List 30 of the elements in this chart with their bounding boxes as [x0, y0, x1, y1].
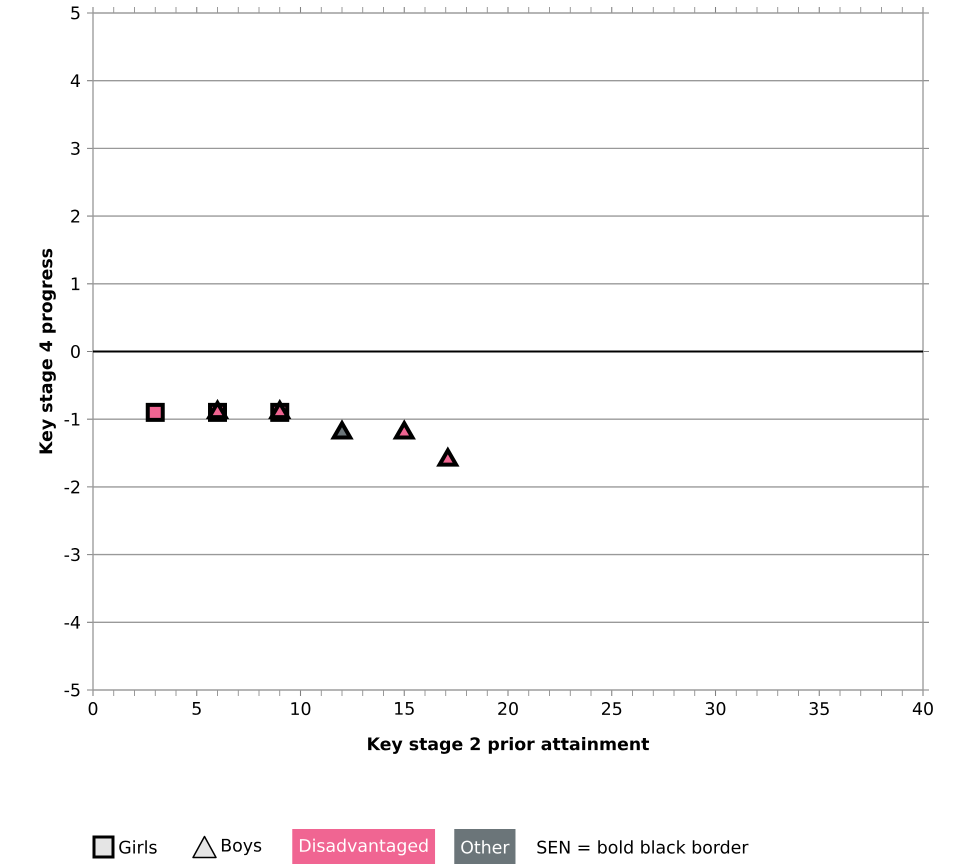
y-tick-label: 0 — [71, 344, 80, 358]
x-tick-label: 30 — [706, 702, 726, 716]
y-tick-label: 3 — [71, 142, 80, 155]
text: Disadvantaged — [300, 838, 428, 856]
y-tick-label: -3 — [64, 548, 80, 562]
text: Boys — [222, 838, 262, 856]
x-tick-label: 35 — [810, 702, 829, 716]
x-tick-label: 15 — [395, 702, 414, 715]
x-tick-label: 20 — [498, 702, 518, 716]
text: Other — [461, 840, 510, 854]
y-tick-label: 2 — [71, 210, 80, 223]
y-tick-label: 5 — [71, 6, 80, 20]
text: Girls — [119, 840, 157, 854]
y-tick-label: -5 — [64, 684, 80, 696]
x-tick-label: 10 — [291, 702, 310, 716]
x-tick-label: 0 — [88, 702, 98, 716]
y-tick-label: -1 — [64, 412, 80, 426]
y-tick-label: 4 — [70, 74, 80, 88]
point — [438, 448, 458, 467]
x-axis-title: Key stage 2 prior attainment — [368, 736, 650, 754]
point — [394, 421, 414, 440]
y-tick-label: -4 — [64, 616, 80, 629]
x-tick-label: 25 — [602, 702, 622, 716]
y-tick-label: 1 — [72, 277, 80, 290]
x-tick-label: 5 — [192, 702, 201, 715]
x-tick-label: 40 — [912, 702, 933, 716]
y-tick-label: -2 — [64, 480, 80, 494]
text: SEN = bold black border — [537, 840, 748, 854]
y-axis-title: Key stage 4 progress — [39, 248, 56, 454]
point — [332, 421, 352, 440]
